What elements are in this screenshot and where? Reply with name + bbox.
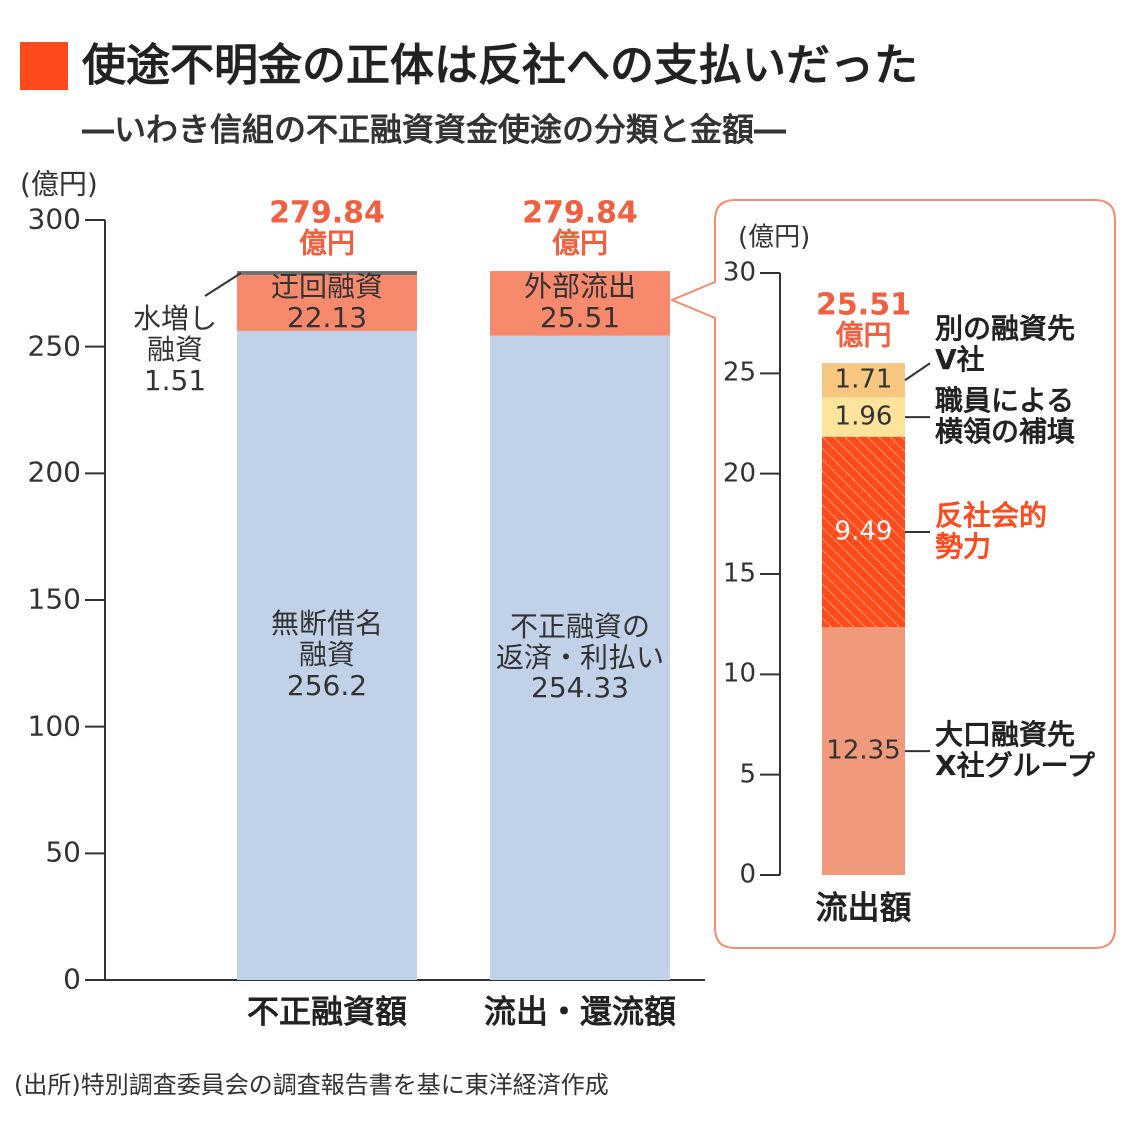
- total-unit: 億円: [835, 318, 892, 352]
- leader-line: [204, 272, 242, 297]
- segment-label-group: 迂回融資 22.13: [270, 270, 384, 334]
- bar-segment: [490, 335, 670, 980]
- segment-value: 25.51: [539, 301, 621, 335]
- y-tick-label: 25: [722, 358, 756, 389]
- segment-value: 22.13: [286, 300, 368, 334]
- segment-name: 外部流出: [523, 270, 637, 304]
- segment-name: 職員による 横領の補填: [935, 384, 1076, 449]
- y-tick-label: 15: [722, 558, 756, 589]
- y-tick-label: 0: [63, 962, 81, 996]
- y-tick-label: 300: [27, 202, 81, 236]
- bar-segment: [237, 274, 417, 331]
- segment-label-group: 不正融資の 返済・利払い 254.33: [495, 609, 665, 705]
- segment-value: 12.35: [826, 735, 901, 766]
- subtitle: ―いわき信組の不正融資資金使途の分類と金額―: [82, 110, 787, 149]
- bar-segment: [237, 330, 417, 981]
- y-tick-label: 5: [739, 759, 756, 790]
- y-tick-label: 0: [739, 859, 756, 890]
- y-tick-label: 50: [45, 835, 81, 869]
- y-unit: (億円): [20, 167, 98, 201]
- segment-label-group: 外部流出 25.51: [523, 270, 637, 335]
- x-tick-label: 不正融資額: [246, 992, 408, 1031]
- total-unit: 億円: [298, 226, 356, 260]
- segment-name: 別の融資先 V社: [935, 312, 1076, 377]
- segment-name: 迂回融資: [270, 270, 384, 304]
- total-value: 279.84: [522, 195, 638, 231]
- leader-line: [904, 362, 931, 382]
- y-tick-label: 250: [27, 329, 81, 363]
- segment-name: 不正融資の 返済・利払い: [495, 609, 665, 674]
- x-tick-label: 流出額: [815, 888, 912, 927]
- bar-segment: [822, 436, 905, 628]
- y-tick-label: 150: [27, 582, 81, 616]
- segment-name: 水増し 融資: [132, 301, 218, 366]
- segment-name: 反社会的 勢力: [935, 499, 1048, 563]
- bar-segment: [237, 271, 417, 275]
- segment-label-group: 無断借名 融資 256.2: [270, 607, 384, 702]
- segment-value: 256.2: [286, 668, 368, 702]
- segment-label-group: 水増し 融資 1.51: [132, 301, 218, 397]
- y-tick-label: 30: [722, 257, 756, 288]
- total-value: 25.51: [816, 287, 911, 323]
- bar-segment: [822, 627, 905, 875]
- segment-value: 1.96: [834, 401, 893, 432]
- segment-name: 無断借名 融資: [270, 607, 384, 672]
- segment-value: 9.49: [834, 516, 893, 547]
- y-tick-label: 100: [27, 709, 81, 743]
- segment-value: 1.51: [143, 363, 207, 397]
- y-tick-label: 200: [27, 455, 81, 489]
- y-tick-label: 10: [722, 659, 756, 690]
- total-unit: 億円: [551, 226, 609, 260]
- segment-value: 254.33: [531, 671, 629, 705]
- bar-segment: [822, 397, 905, 437]
- y-tick-label: 20: [722, 458, 756, 489]
- bar-segment: [822, 363, 905, 398]
- source: (出所)特別調査委員会の調査報告書を基に東洋経済作成: [14, 1070, 609, 1099]
- bar-segment: [490, 271, 670, 336]
- total-value: 279.84: [269, 195, 385, 231]
- title: 使途不明金の正体は反社への支払いだった: [82, 39, 918, 91]
- segment-value: 1.71: [834, 364, 893, 395]
- x-tick-label: 流出・還流額: [483, 992, 677, 1031]
- segment-name: 大口融資先 X社グループ: [935, 718, 1095, 783]
- y-unit: (億円): [738, 222, 811, 253]
- title-marker: [20, 42, 68, 90]
